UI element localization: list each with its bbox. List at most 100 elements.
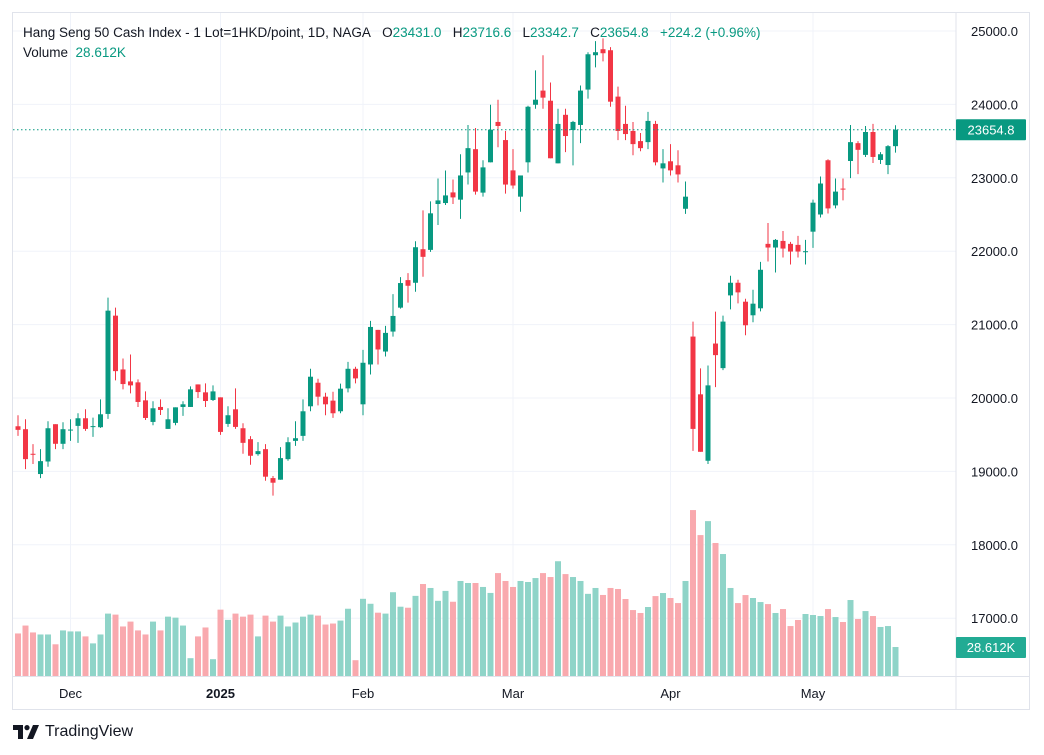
- candle-body: [128, 381, 133, 386]
- volume-bar: [375, 612, 381, 676]
- symbol-title[interactable]: Hang Seng 50 Cash Index - 1 Lot=1HKD/poi…: [23, 25, 371, 40]
- volume-bar: [367, 603, 374, 676]
- candle: [435, 178, 441, 225]
- time-axis[interactable]: Dec 2025 Feb Mar Apr May: [59, 686, 826, 701]
- candle-body: [750, 303, 756, 316]
- candle: [705, 365, 711, 465]
- candle-body: [758, 269, 763, 309]
- volume-bar: [727, 587, 734, 676]
- volume-bar: [15, 633, 21, 676]
- candle-body: [735, 282, 741, 293]
- volume-legend[interactable]: Volume 28.612K: [23, 45, 126, 60]
- volume-tag: 28.612K: [956, 637, 1026, 658]
- candle: [743, 298, 748, 336]
- volume-bar: [682, 580, 689, 676]
- volume-bar: [607, 587, 614, 676]
- candle-body: [158, 406, 163, 410]
- candle-body: [173, 407, 178, 423]
- candle: [750, 289, 756, 323]
- candle: [540, 55, 546, 109]
- volume-bar: [277, 615, 284, 676]
- last-price-tag-bg: [956, 119, 1026, 141]
- candle: [68, 419, 73, 441]
- candle: [75, 413, 81, 443]
- tradingview-logo[interactable]: TradingView: [13, 723, 133, 741]
- candle: [758, 261, 763, 312]
- volume-bar: [480, 586, 486, 676]
- candle-body: [660, 163, 666, 169]
- price-tick-label: 24000.0: [971, 97, 1018, 112]
- volume-bar: [555, 561, 561, 676]
- candle-body: [818, 183, 823, 215]
- candle-body: [255, 451, 261, 455]
- volume-bar: [622, 599, 629, 676]
- volume-bar: [742, 595, 749, 676]
- symbol-legend[interactable]: Hang Seng 50 Cash Index - 1 Lot=1HKD/poi…: [23, 25, 761, 40]
- close-label: C: [590, 25, 600, 40]
- candle-body: [495, 121, 501, 126]
- candle: [195, 384, 201, 398]
- candle-body: [143, 400, 148, 418]
- volume-bar: [585, 593, 591, 676]
- candle-body: [638, 141, 643, 149]
- volume-bar: [817, 616, 824, 676]
- candle-body: [623, 123, 628, 135]
- candle: [300, 399, 306, 441]
- volume-bar: [187, 658, 194, 676]
- volume-bar: [45, 634, 51, 676]
- price-tick-label: 23000.0: [971, 171, 1018, 186]
- candle: [660, 149, 666, 183]
- candle: [638, 133, 643, 152]
- volume-bar: [427, 587, 434, 676]
- volume-bar: [420, 584, 426, 676]
- candle: [803, 239, 808, 265]
- candle: [593, 41, 598, 68]
- candle: [225, 406, 231, 427]
- volume-bar: [210, 659, 216, 676]
- candle: [600, 38, 606, 62]
- volume-bar: [330, 623, 336, 676]
- volume-bar: [285, 626, 291, 676]
- volume-bar: [547, 577, 554, 676]
- candle-body: [300, 411, 306, 436]
- candle-body: [233, 409, 238, 427]
- candle-body: [668, 161, 673, 171]
- candle: [248, 436, 253, 465]
- candle: [390, 294, 396, 337]
- volume-label: Volume: [23, 45, 69, 60]
- candle-body: [443, 195, 448, 204]
- candle-body: [600, 49, 606, 54]
- candle-body: [218, 397, 223, 432]
- volume-bar: [37, 634, 44, 676]
- volume-bar: [532, 578, 539, 676]
- volume-bar: [832, 617, 839, 676]
- candle: [765, 222, 771, 262]
- candle-body: [525, 106, 531, 163]
- volume-bar: [847, 600, 854, 676]
- volume-bar: [855, 618, 861, 676]
- candle: [15, 415, 21, 436]
- candle: [773, 238, 778, 273]
- candle-body: [698, 394, 703, 452]
- candle-body: [315, 382, 321, 397]
- candle: [210, 385, 216, 402]
- candle-body: [248, 439, 253, 456]
- volume-bar: [247, 614, 254, 676]
- candle: [375, 329, 381, 365]
- candle: [735, 279, 741, 304]
- candle: [398, 277, 403, 309]
- candle-body: [533, 99, 538, 105]
- candle: [795, 235, 801, 258]
- candle-body: [75, 418, 81, 426]
- volume-bar: [382, 613, 389, 676]
- candle-body: [585, 54, 591, 90]
- candle-body: [105, 310, 111, 414]
- candle: [383, 325, 388, 357]
- candle: [158, 399, 163, 415]
- candle: [203, 383, 208, 407]
- candle: [533, 70, 538, 109]
- price-axis[interactable]: 25000.0 24000.0 23000.0 22000.0 21000.0 20000…: [971, 24, 1018, 626]
- candle-body: [413, 247, 418, 283]
- candle-body: [555, 123, 561, 164]
